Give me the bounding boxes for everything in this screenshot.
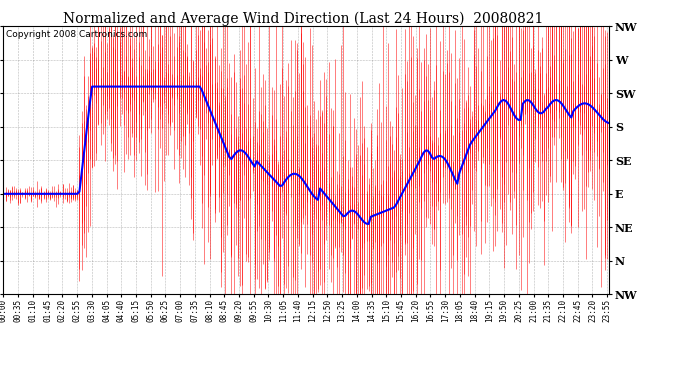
Text: Normalized and Average Wind Direction (Last 24 Hours)  20080821: Normalized and Average Wind Direction (L… — [63, 11, 544, 26]
Text: Copyright 2008 Cartronics.com: Copyright 2008 Cartronics.com — [6, 30, 148, 39]
